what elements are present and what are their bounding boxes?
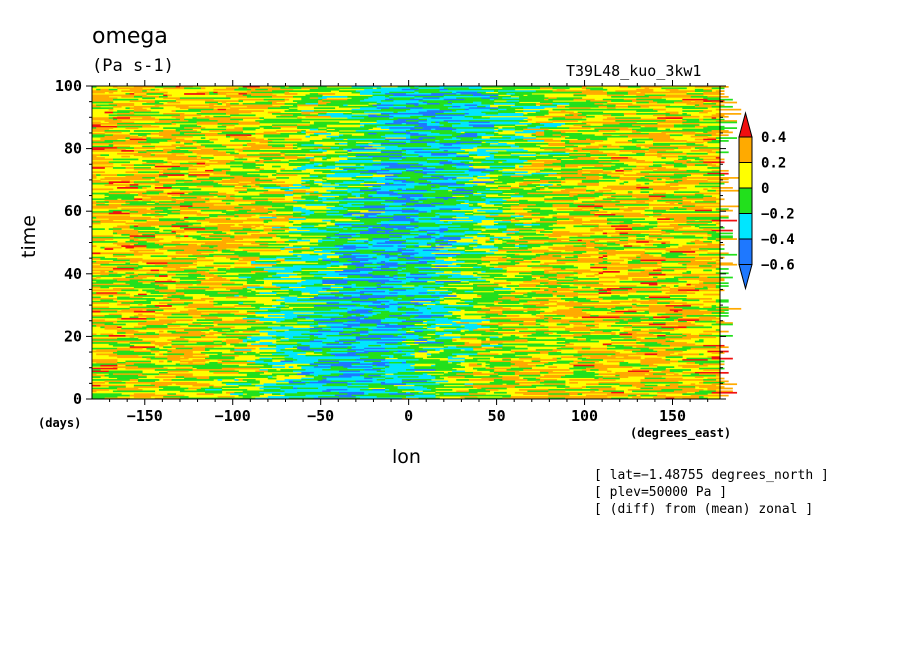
x-tick-label: 100	[571, 407, 598, 425]
colorbar-segment	[738, 162, 753, 189]
x-tick-label: 150	[659, 407, 686, 425]
y-axis-label: time	[18, 215, 40, 258]
colorbar-label: 0.4	[761, 130, 786, 146]
heatmap-field	[92, 86, 742, 400]
y-unit-label: (days)	[38, 416, 82, 430]
colorbar-segment	[738, 213, 753, 240]
y-tick-label: 60	[64, 202, 82, 220]
chart-units: (Pa s-1)	[92, 56, 174, 76]
x-tick-label: −50	[307, 407, 334, 425]
y-tick-label: 40	[64, 265, 82, 283]
colorbar: 0.4 0.2 0 −0.2 −0.4 −0.6	[738, 111, 795, 291]
colorbar-label: −0.2	[761, 207, 795, 223]
y-tick-label: 80	[64, 140, 82, 158]
x-tick-label: −150	[127, 407, 163, 425]
y-tick-label: 100	[55, 77, 82, 95]
y-tick-label: 0	[73, 390, 82, 408]
colorbar-label: −0.6	[761, 258, 795, 274]
x-tick-label: 0	[404, 407, 413, 425]
annotation-plev: [ plev=50000 Pa ]	[594, 485, 728, 500]
colorbar-extend-bottom	[738, 264, 753, 291]
colorbar-label: 0	[761, 181, 769, 197]
colorbar-segment	[738, 136, 753, 163]
x-axis: −150 −100 −50 0 50 100 150	[109, 80, 709, 425]
colorbar-segment	[738, 187, 753, 214]
colorbar-segment	[738, 238, 753, 265]
annotation-lat: [ lat=−1.48755 degrees_north ]	[594, 468, 829, 483]
colorbar-extend-top	[738, 111, 753, 138]
annotation-diff: [ (diff) from (mean) zonal ]	[594, 502, 814, 517]
x-tick-label: 50	[488, 407, 506, 425]
colorbar-label: −0.4	[761, 232, 795, 248]
chart-title: omega	[92, 24, 168, 49]
y-tick-label: 20	[64, 327, 82, 345]
x-axis-label: lon	[392, 446, 421, 468]
y-axis: 0 20 40 60 80 100	[55, 77, 726, 408]
x-unit-label: (degrees_east)	[630, 426, 732, 440]
run-name: T39L48_kuo_3kw1	[566, 62, 702, 80]
colorbar-label: 0.2	[761, 156, 786, 172]
x-tick-label: −100	[215, 407, 251, 425]
